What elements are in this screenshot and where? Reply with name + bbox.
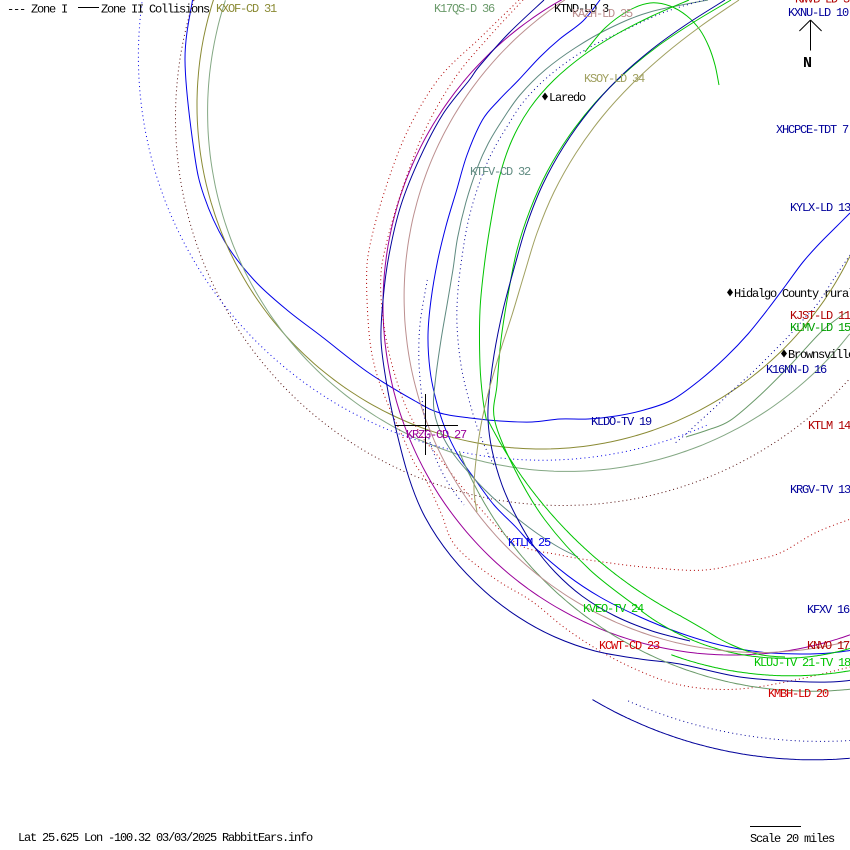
svg-text:KAZH-LD 35: KAZH-LD 35 (572, 7, 633, 21)
svg-text:--- Zone I: --- Zone I (7, 3, 67, 17)
svg-text:KTFV-CD 32: KTFV-CD 32 (470, 165, 531, 179)
svg-text:Brownsville: Brownsville (788, 348, 850, 362)
svg-text:KMBH-LD 20: KMBH-LD 20 (768, 687, 829, 701)
svg-text:KCWT-CD 23: KCWT-CD 23 (599, 639, 660, 653)
svg-text:K16NN-D 16: K16NN-D 16 (766, 363, 827, 377)
svg-text:KTND-LD 3: KTND-LD 3 (554, 2, 609, 16)
svg-text:Zone II Collisions: Zone II Collisions (101, 3, 210, 17)
svg-text:KWVB-LD 30: KWVB-LD 30 (795, 0, 850, 7)
svg-text:Laredo: Laredo (549, 91, 586, 105)
svg-text:Hidalgo County rural area: Hidalgo County rural area (734, 287, 850, 301)
svg-text:KLDO-TV 19: KLDO-TV 19 (591, 415, 652, 429)
svg-text:K17QS-D 36: K17QS-D 36 (434, 2, 495, 16)
svg-text:KSOY-LD 34: KSOY-LD 34 (584, 72, 645, 86)
svg-text:KFXV 16: KFXV 16 (807, 603, 850, 617)
svg-text:KLMV-LD 15: KLMV-LD 15 (790, 321, 850, 335)
svg-text:KXOF-CD 31: KXOF-CD 31 (216, 2, 277, 16)
svg-text:KRZG-CD 27: KRZG-CD 27 (406, 428, 467, 442)
svg-text:KRGV-TV 13: KRGV-TV 13 (790, 483, 850, 497)
svg-text:Scale 20 miles: Scale 20 miles (750, 832, 835, 846)
svg-text:KVEO-TV 24: KVEO-TV 24 (583, 602, 644, 616)
svg-text:XHCPCE-TDT 7: XHCPCE-TDT 7 (776, 123, 849, 137)
svg-text:KJST-LD 11: KJST-LD 11 (790, 309, 850, 323)
svg-text:KTLM 25: KTLM 25 (508, 536, 551, 550)
svg-text:KYLX-LD 13: KYLX-LD 13 (790, 201, 850, 215)
svg-text:KNVO 17: KNVO 17 (807, 639, 850, 653)
svg-text:N: N (803, 55, 812, 72)
svg-text:KXNU-LD 10: KXNU-LD 10 (788, 6, 849, 20)
svg-text:KLUJ-TV 21-TV 18: KLUJ-TV 21-TV 18 (754, 656, 850, 670)
svg-text:Lat 25.625 Lon -100.32 03/03/2: Lat 25.625 Lon -100.32 03/03/2025 Rabbit… (18, 831, 313, 845)
svg-text:KTLM 14: KTLM 14 (808, 419, 850, 433)
